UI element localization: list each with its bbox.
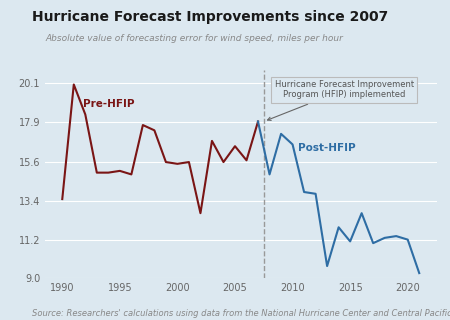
Text: Hurricane Forecast Improvements since 2007: Hurricane Forecast Improvements since 20… bbox=[32, 10, 388, 24]
Text: Hurricane Forecast Improvement
Program (HFIP) implemented: Hurricane Forecast Improvement Program (… bbox=[267, 80, 414, 120]
Text: Source: Researchers' calculations using data from the National Hurricane Center : Source: Researchers' calculations using … bbox=[32, 309, 450, 318]
Text: Post-HFIP: Post-HFIP bbox=[298, 143, 356, 154]
Text: Absolute value of forecasting error for wind speed, miles per hour: Absolute value of forecasting error for … bbox=[45, 34, 343, 43]
Text: Pre-HFIP: Pre-HFIP bbox=[83, 100, 135, 109]
